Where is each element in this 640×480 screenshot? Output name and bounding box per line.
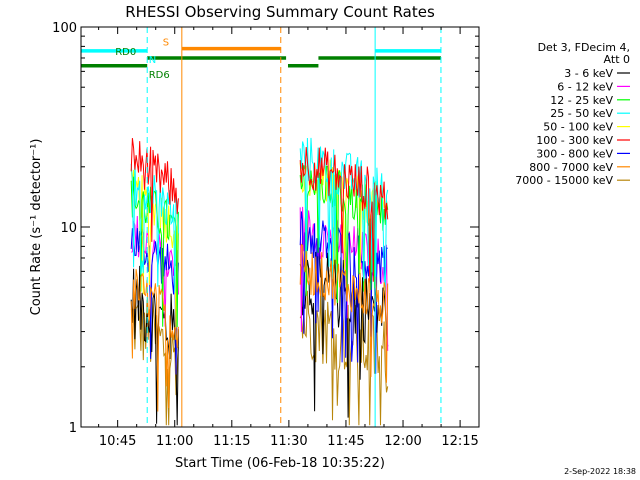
flag-label-rd0: RD0 — [115, 47, 136, 58]
vertical-markers — [146, 27, 442, 427]
x-axis: 10:45 11:00 11:15 11:30 11:45 12:00 12:15 — [98, 27, 479, 449]
flag-label-s: S — [163, 38, 169, 49]
x-tick-label: 11:15 — [213, 434, 250, 449]
legend-label-25-50-kev: 25 - 50 keV — [550, 107, 613, 120]
trace-100-300-kev-interval-2 — [299, 147, 389, 282]
trace-25-50-kev-interval-1 — [130, 159, 179, 293]
trace-50-100-kev-interval-1 — [130, 168, 179, 340]
x-tick-label: 12:00 — [384, 434, 421, 449]
y-tick-label: 1 — [69, 421, 77, 436]
x-tick-label: 10:45 — [99, 434, 136, 449]
legend-label-12-25-kev: 12 - 25 keV — [550, 94, 613, 107]
y-tick-label: 10 — [60, 221, 77, 236]
y-tick-label: 100 — [52, 21, 77, 36]
legend-header-line-2: Att 0 — [604, 53, 630, 66]
trace-3-6-kev-interval-2 — [299, 244, 389, 418]
x-tick-label: 11:30 — [270, 434, 307, 449]
legend-label-800-7000-kev: 800 - 7000 keV — [529, 161, 613, 174]
timestamp: 2-Sep-2022 18:38 — [564, 467, 636, 476]
legend-label-50-100-kev: 50 - 100 keV — [543, 121, 613, 134]
trace-800-7000-kev-interval-1 — [130, 269, 179, 412]
legend-label-100-300-kev: 100 - 300 keV — [536, 134, 613, 147]
legend-label-3-6-kev: 3 - 6 keV — [564, 67, 613, 80]
legend-label-300-800-kev: 300 - 800 keV — [536, 147, 613, 160]
chart-title: RHESSI Observing Summary Count Rates — [125, 3, 435, 21]
flag-label-rd6: RD6 — [149, 70, 170, 81]
legend-label-6-12-kev: 6 - 12 keV — [557, 80, 613, 93]
trace-100-300-kev-interval-1 — [130, 138, 179, 242]
flag-label-n: N — [149, 55, 156, 66]
x-tick-label: 11:45 — [327, 434, 364, 449]
flag-lines: NS RD0 RD6 — [81, 38, 441, 81]
legend-label-7000-15000-kev: 7000 - 15000 keV — [515, 174, 613, 187]
x-tick-label: 12:15 — [441, 434, 478, 449]
x-axis-label: Start Time (06-Feb-18 10:35:22) — [175, 456, 385, 471]
y-axis: 1 10 100 — [52, 21, 479, 436]
y-axis-label: Count Rate (s⁻¹ detector⁻¹) — [29, 139, 44, 316]
trace-800-7000-kev-interval-2 — [299, 243, 389, 383]
legend-header-line-1: Det 3, FDecim 4, — [538, 41, 630, 54]
x-tick-label: 11:00 — [156, 434, 193, 449]
plot-area — [130, 137, 389, 426]
trace-300-800-kev-interval-1 — [130, 228, 179, 375]
